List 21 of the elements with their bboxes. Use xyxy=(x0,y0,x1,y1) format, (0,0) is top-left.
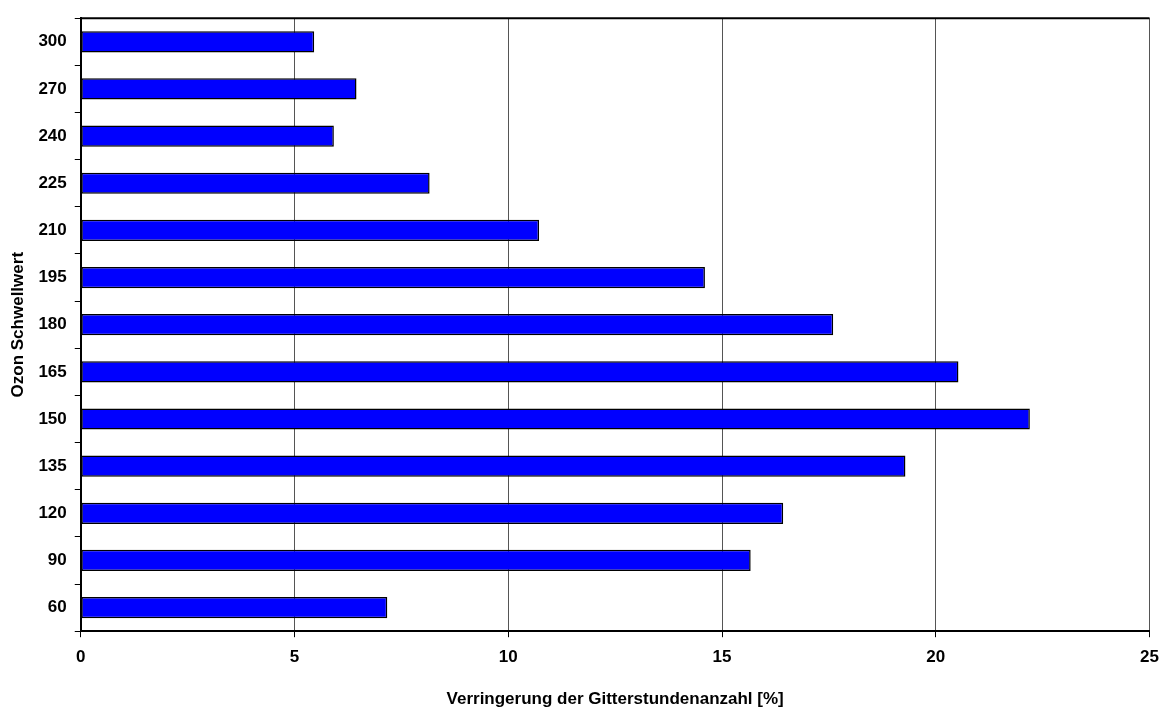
y-tick-label: 195 xyxy=(38,267,67,287)
y-tick-label: 150 xyxy=(38,408,67,428)
x-axis-title: Verringerung der Gitterstundenanzahl [%] xyxy=(446,689,784,709)
y-tick-label: 270 xyxy=(38,78,67,98)
y-tick-label: 165 xyxy=(38,361,67,381)
x-tick-label: 15 xyxy=(712,647,732,667)
x-tick-label: 25 xyxy=(1140,647,1160,667)
y-tick-label: 180 xyxy=(38,314,67,334)
y-tick-label: 300 xyxy=(38,31,67,51)
x-tick-label: 5 xyxy=(289,647,300,667)
y-tick-label: 135 xyxy=(38,455,67,475)
x-tick-label: 20 xyxy=(926,647,946,667)
y-axis-title: Ozon Schwellwert xyxy=(7,251,27,398)
y-tick-label: 90 xyxy=(47,550,67,570)
y-tick-label: 120 xyxy=(38,503,67,522)
y-tick-label: 210 xyxy=(38,220,67,240)
y-tick-label: 225 xyxy=(38,172,67,192)
y-tick-label: 60 xyxy=(47,597,67,617)
x-tick-label: 10 xyxy=(498,647,518,667)
y-tick-label: 240 xyxy=(38,125,67,145)
x-tick-label: 0 xyxy=(76,647,86,667)
